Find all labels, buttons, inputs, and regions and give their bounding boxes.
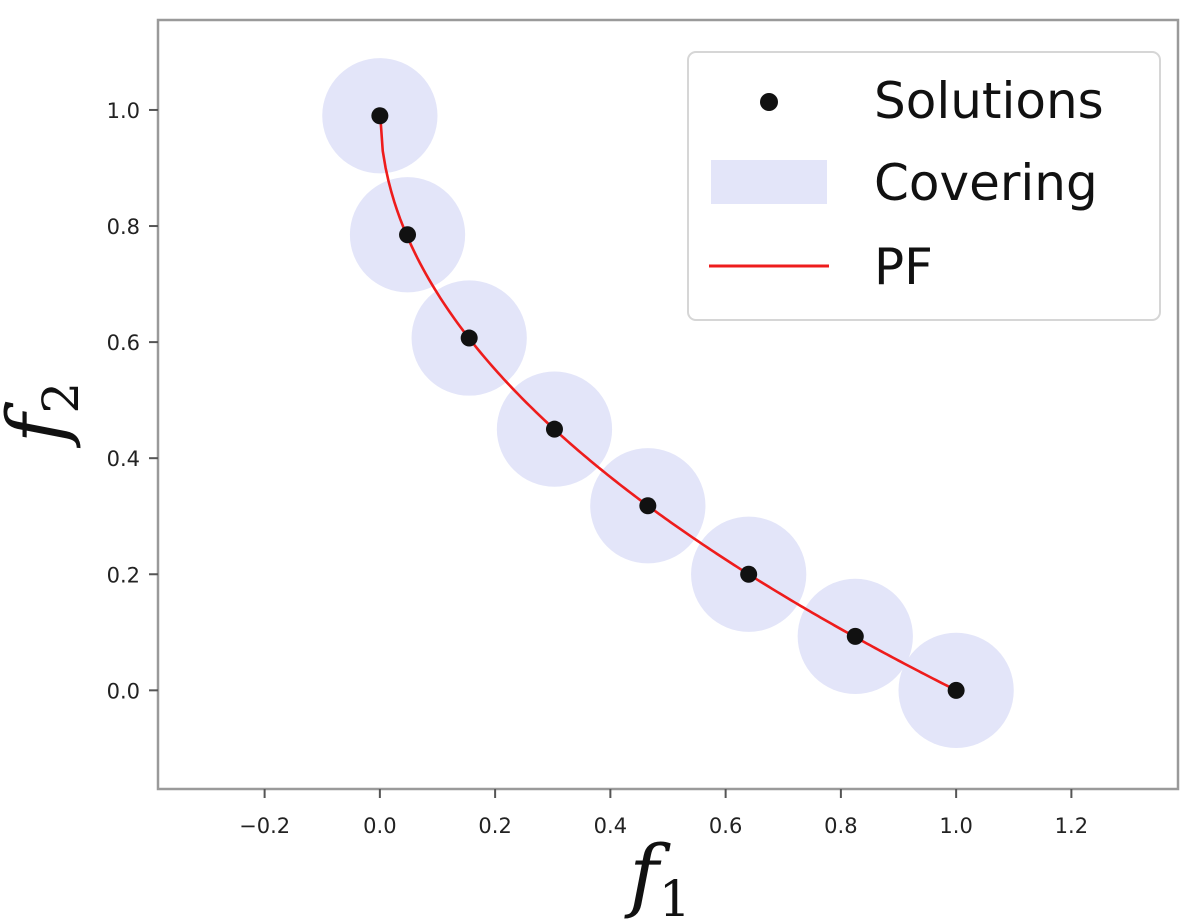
solution-point	[639, 497, 657, 515]
solution-point	[460, 329, 478, 347]
y-tick-label: 0.0	[107, 679, 140, 703]
y-tick-label: 0.2	[107, 563, 140, 587]
x-tick-label: 0.4	[594, 814, 627, 838]
legend-label: PF	[874, 238, 933, 296]
solution-point	[740, 565, 758, 583]
solution-point	[399, 226, 417, 244]
y-tick-label: 0.6	[107, 331, 140, 355]
x-tick-label: 0.0	[363, 814, 396, 838]
legend-box	[687, 51, 1161, 321]
legend-label: Covering	[874, 154, 1098, 212]
x-axis-ticks: −0.2 0.0 0.2 0.4 0.6 0.8 1.0 1.2	[239, 789, 1088, 838]
x-tick-label: 0.8	[824, 814, 857, 838]
legend: Solutions Covering PF	[687, 51, 1161, 321]
solution-point	[371, 107, 389, 125]
solutions-layer	[371, 107, 965, 699]
plot-area-frame	[156, 18, 1180, 791]
y-tick-label: 0.8	[107, 215, 140, 239]
y-tick-label: 1.0	[107, 99, 140, 123]
x-tick-label: −0.2	[239, 814, 290, 838]
x-axis-label-text: f1	[624, 828, 690, 924]
y-axis-label: f2	[0, 382, 90, 448]
x-tick-label: 0.6	[709, 814, 742, 838]
x-tick-label: 1.2	[1055, 814, 1088, 838]
x-axis-label: f1	[624, 828, 690, 924]
legend-swatch-covering	[711, 160, 827, 204]
solution-point	[846, 627, 864, 645]
x-tick-label: 0.2	[478, 814, 511, 838]
y-tick-label: 0.4	[107, 447, 140, 471]
y-axis-label-text: f2	[0, 382, 90, 448]
solution-point	[947, 681, 965, 699]
y-axis-ticks: 0.0 0.2 0.4 0.6 0.8 1.0	[107, 99, 158, 703]
legend-marker-solutions	[760, 93, 778, 111]
x-tick-label: 1.0	[939, 814, 972, 838]
solution-point	[545, 420, 563, 438]
legend-label: Solutions	[874, 72, 1104, 130]
